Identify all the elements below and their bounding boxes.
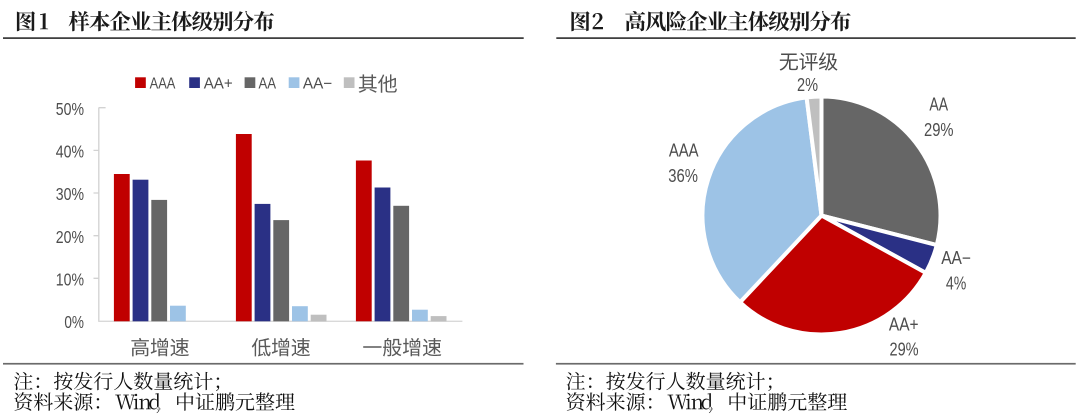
svg-text:AA: AA [929, 94, 948, 114]
svg-text:AAA: AAA [150, 75, 176, 92]
svg-text:29%: 29% [890, 339, 919, 359]
svg-text:29%: 29% [924, 120, 954, 140]
svg-text:4%: 4% [946, 274, 966, 294]
svg-text:0%: 0% [64, 312, 84, 332]
svg-text:40%: 40% [56, 142, 84, 162]
svg-text:2%: 2% [797, 75, 818, 95]
svg-text:50%: 50% [56, 99, 84, 119]
svg-text:AA−: AA− [941, 248, 971, 268]
svg-text:AA+: AA+ [889, 315, 919, 335]
svg-text:36%: 36% [668, 166, 698, 186]
svg-text:AAA: AAA [669, 141, 699, 161]
svg-text:30%: 30% [56, 184, 84, 204]
svg-text:AA: AA [259, 75, 277, 92]
svg-text:10%: 10% [56, 270, 84, 290]
svg-text:AA−: AA− [303, 75, 332, 92]
svg-text:20%: 20% [56, 227, 84, 247]
svg-text:AA+: AA+ [204, 75, 233, 92]
